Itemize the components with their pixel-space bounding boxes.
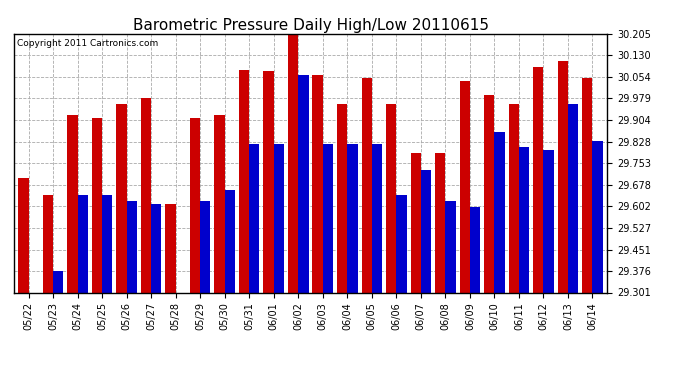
Bar <box>362 78 372 292</box>
Bar <box>67 116 77 292</box>
Bar <box>593 141 603 292</box>
Bar <box>519 147 529 292</box>
Bar <box>386 104 396 292</box>
Bar <box>215 116 225 292</box>
Bar <box>509 104 519 292</box>
Title: Barometric Pressure Daily High/Low 20110615: Barometric Pressure Daily High/Low 20110… <box>132 18 489 33</box>
Bar <box>568 104 578 292</box>
Bar <box>298 75 308 292</box>
Bar <box>288 32 298 292</box>
Bar <box>151 204 161 292</box>
Bar <box>544 150 554 292</box>
Bar <box>533 67 544 292</box>
Bar <box>18 178 28 292</box>
Text: Copyright 2011 Cartronics.com: Copyright 2011 Cartronics.com <box>17 39 158 48</box>
Bar <box>435 153 445 292</box>
Bar <box>558 61 568 292</box>
Bar <box>77 195 88 292</box>
Bar <box>274 144 284 292</box>
Bar <box>421 170 431 292</box>
Bar <box>495 132 504 292</box>
Bar <box>445 201 455 292</box>
Bar <box>249 144 259 292</box>
Bar <box>460 81 470 292</box>
Bar <box>190 118 200 292</box>
Bar <box>582 78 593 292</box>
Bar <box>225 190 235 292</box>
Bar <box>166 204 176 292</box>
Bar <box>337 104 347 292</box>
Bar <box>92 118 102 292</box>
Bar <box>53 271 63 292</box>
Bar <box>117 104 126 292</box>
Bar <box>323 144 333 292</box>
Bar <box>200 201 210 292</box>
Bar <box>43 195 53 292</box>
Bar <box>411 153 421 292</box>
Bar <box>347 144 357 292</box>
Bar <box>484 95 495 292</box>
Bar <box>239 69 249 292</box>
Bar <box>396 195 406 292</box>
Bar <box>470 207 480 292</box>
Bar <box>141 98 151 292</box>
Bar <box>313 75 323 292</box>
Bar <box>126 201 137 292</box>
Bar <box>264 71 274 292</box>
Bar <box>102 195 112 292</box>
Bar <box>372 144 382 292</box>
